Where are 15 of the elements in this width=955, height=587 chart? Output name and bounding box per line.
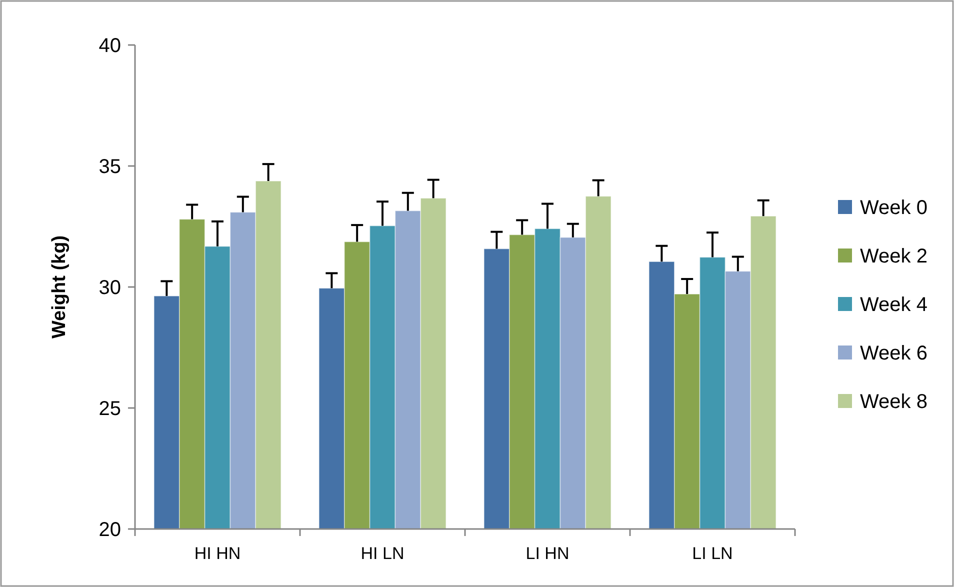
legend-label: Week 4 [860, 294, 928, 316]
x-tick-label: LI LN [692, 544, 733, 563]
y-axis-title: Weight (kg) [49, 235, 70, 339]
legend-label: Week 6 [860, 342, 928, 364]
x-tick-label: HI LN [360, 544, 404, 563]
y-tick-label: 40 [98, 35, 121, 57]
x-tick-label: LI HN [526, 544, 570, 563]
y-tick-label: 20 [98, 519, 121, 541]
y-tick-label: 30 [98, 277, 121, 299]
x-tick-label: HI HN [194, 544, 241, 563]
legend-label: Week 8 [860, 391, 928, 413]
y-tick-label: 25 [98, 398, 121, 420]
legend-label: Week 0 [860, 197, 928, 219]
y-tick-label: 35 [98, 156, 121, 178]
legend-label: Week 2 [860, 246, 928, 268]
